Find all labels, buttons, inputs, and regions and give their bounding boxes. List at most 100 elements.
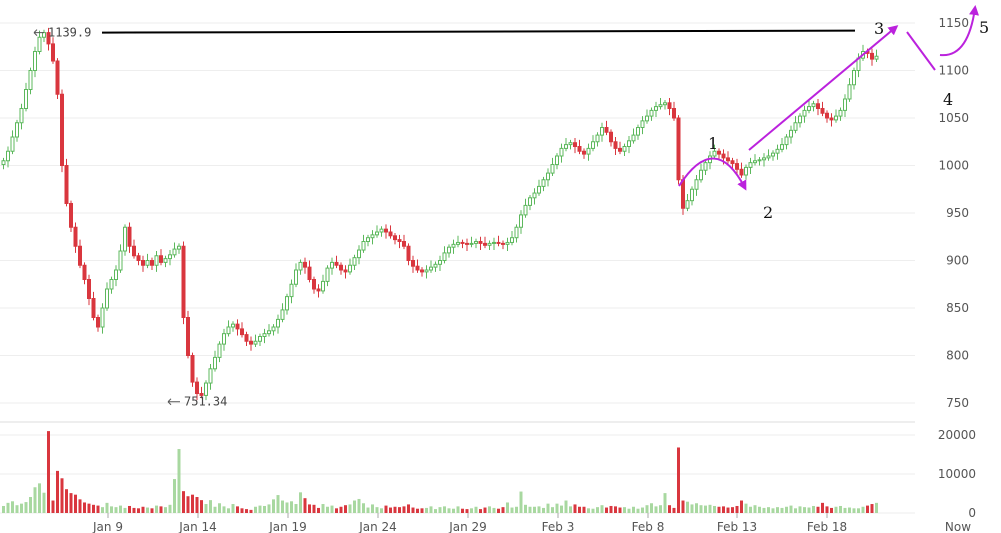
candle-body (501, 242, 505, 245)
candle-body (451, 243, 456, 248)
volume-bar (65, 489, 68, 513)
volume-bar (492, 507, 496, 513)
candle-body (712, 150, 717, 157)
volume-bar (141, 506, 145, 513)
volume-bar (726, 507, 730, 513)
volume-bar (402, 506, 406, 513)
price-tick-label: 750 (946, 396, 969, 410)
candle-body (271, 326, 276, 332)
volume-bar (434, 509, 437, 513)
candle-body (631, 134, 636, 142)
candle-body (834, 115, 838, 121)
candle-body (69, 203, 73, 228)
candle-body (10, 136, 15, 152)
candle-body (640, 120, 645, 128)
candle-body (307, 266, 312, 280)
volume-bar (510, 507, 514, 513)
volume-bar (123, 507, 127, 513)
candle-body (600, 127, 604, 136)
time-tick-label: Feb 13 (717, 520, 757, 533)
candle-body (33, 51, 37, 71)
volume-bar (245, 509, 248, 513)
candle-body (411, 260, 415, 267)
volume-bar (321, 504, 325, 513)
volume-bar (281, 500, 284, 513)
volume-bar (195, 497, 199, 513)
volume-bar (240, 508, 244, 513)
candle-body (348, 264, 352, 273)
candle-body (492, 241, 496, 244)
candle-body (150, 260, 154, 266)
candle-body (784, 136, 789, 146)
volume-bar (146, 507, 149, 513)
candle-body (874, 55, 879, 60)
volume-bar (303, 498, 307, 513)
candle-body (559, 147, 564, 157)
candle-body (213, 356, 217, 370)
volume-bar (249, 509, 253, 513)
volume-bar (15, 505, 19, 513)
high-price-label: 1139.9 (48, 26, 91, 40)
candle-body (321, 280, 325, 292)
volume-bar (875, 502, 878, 513)
candle-body (105, 288, 109, 309)
candle-body (294, 269, 298, 285)
candle-body (258, 336, 262, 342)
volume-bar (645, 505, 649, 513)
candle-body (766, 155, 771, 159)
volume-bar (182, 491, 185, 513)
volume-bar (357, 498, 361, 513)
candle-body (519, 214, 523, 228)
volume-bar (24, 502, 28, 513)
volume-bar (785, 506, 788, 513)
candle-body (64, 165, 69, 204)
candle-body (690, 188, 694, 202)
volume-bar (330, 505, 334, 513)
volume-bar (29, 497, 32, 513)
volume-bar (398, 507, 401, 513)
price-tick-label: 1150 (938, 16, 969, 30)
volume-bars (2, 431, 878, 513)
volume-bar (155, 505, 158, 513)
volume-bar (362, 503, 365, 513)
candle-body (267, 330, 271, 335)
candle-body (762, 157, 766, 161)
volume-bar (33, 487, 37, 513)
candle-body (730, 160, 735, 165)
volume-grid-lines (0, 434, 915, 514)
candle-body (240, 328, 244, 336)
volume-bar (731, 507, 734, 513)
price-axis: 750 800 850 900 950 1000 1050 1100 1150 (938, 16, 969, 410)
candle-body (442, 252, 447, 261)
volume-bar (186, 496, 190, 513)
candle-body (775, 148, 780, 154)
candle-body (514, 226, 519, 239)
volume-bar (749, 506, 752, 513)
volume-bar (843, 507, 847, 513)
candle-body (532, 192, 537, 199)
candle-body (546, 172, 550, 181)
volume-bar (654, 506, 658, 513)
volume-bar (389, 507, 392, 513)
volume-bar (501, 507, 505, 513)
candle-body (352, 257, 357, 266)
low-price-label: 751.34 (184, 395, 227, 409)
candle-body (753, 160, 757, 164)
candle-body (325, 267, 330, 282)
candle-body (483, 242, 487, 246)
candle-body (289, 283, 294, 298)
volume-bar (497, 508, 500, 513)
volume-bar (114, 507, 118, 513)
wave-label-4: 4 (943, 90, 953, 109)
candle-body (24, 89, 28, 109)
volume-bar (821, 502, 824, 513)
candle-body (127, 226, 132, 247)
price-tick-label: 800 (946, 349, 969, 363)
candle-body (366, 237, 370, 242)
candle-body (510, 237, 514, 243)
volume-bar (2, 505, 5, 513)
volume-tick-label: 20000 (938, 428, 976, 442)
volume-bar (483, 507, 487, 513)
volume-bar (132, 507, 136, 513)
volume-bar (267, 504, 271, 513)
